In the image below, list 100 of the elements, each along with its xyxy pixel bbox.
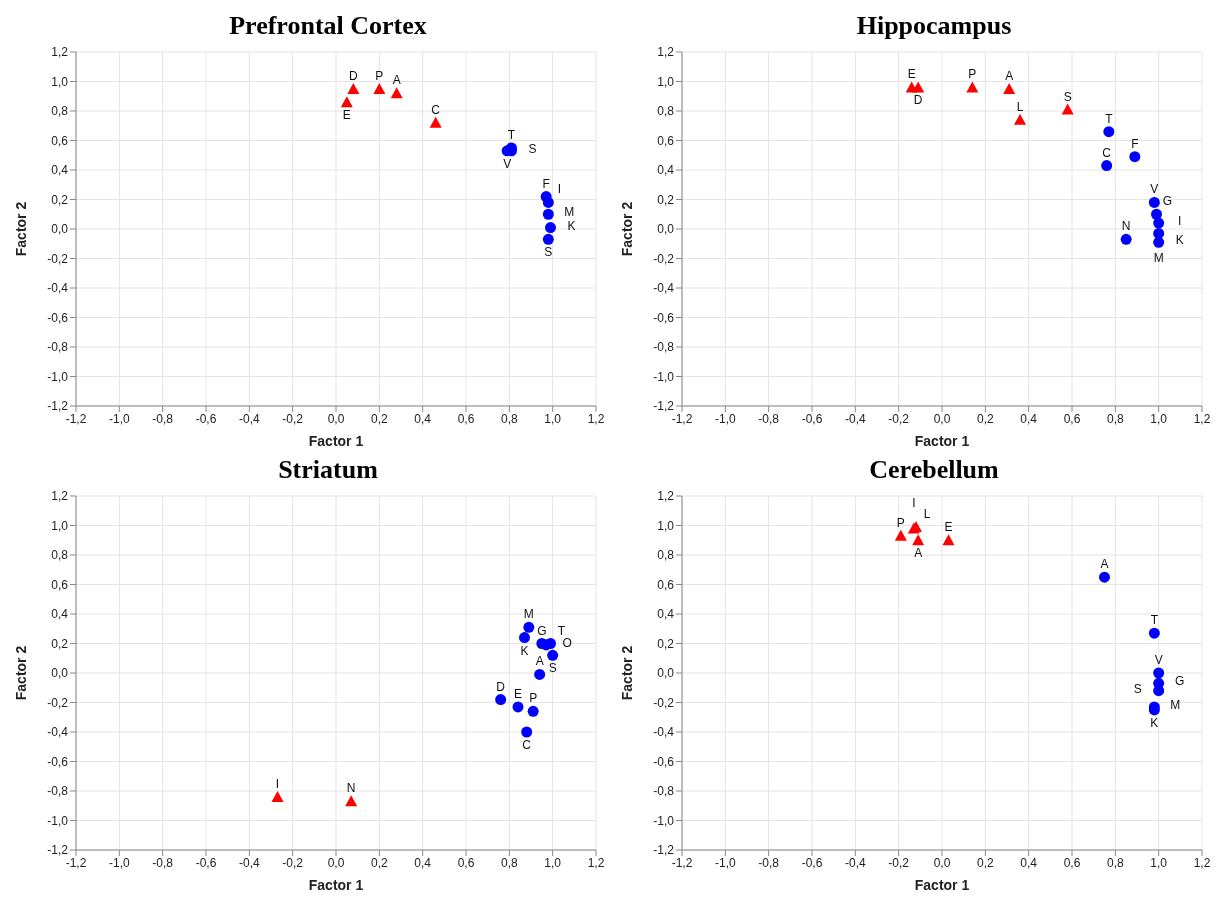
y-tick-label: 1,0 [51,74,69,89]
y-tick-label: 0,6 [657,133,675,148]
point [512,701,524,713]
data-label: E [342,108,351,123]
x-tick-label: -1,0 [714,411,736,426]
data-label: C [522,738,532,752]
x-tick-label: -0,6 [195,411,217,426]
y-tick-label: 0,0 [657,666,675,681]
y-tick-label: 0,4 [657,163,675,178]
y-tick-label: 0,0 [51,222,69,237]
y-tick-label: 1,0 [51,518,69,533]
data-label: I [1177,214,1182,229]
data-label: V [1154,653,1163,667]
data-label: P [375,68,384,83]
x-tick-label: 0,8 [500,411,518,426]
data-label: C [1102,145,1112,160]
data-label: A [1100,557,1109,572]
point [534,668,546,680]
chart-title: Striatum [277,454,379,486]
x-tick-label: -0,8 [152,855,174,870]
x-tick-label: -0,6 [801,411,823,426]
data-label: S [1133,681,1142,696]
data-label: I [912,496,916,511]
data-label: N [346,781,356,796]
x-tick-label: 0,8 [1106,855,1124,870]
x-tick-label: 1,0 [1150,855,1168,870]
point [390,87,403,99]
point [1101,160,1113,172]
data-label: K [1175,233,1184,248]
y-tick-label: 0,4 [51,607,69,622]
data-label: T [1150,613,1159,628]
y-tick-label: -1,0 [653,813,675,828]
x-tick-label: 0,4 [1020,411,1038,426]
x-tick-label: 0,0 [327,411,345,426]
data-label: M [1153,251,1164,266]
x-tick-label: 0,2 [976,855,994,870]
x-tick-label: 0,8 [1106,411,1124,426]
data-label: E [907,67,916,82]
x-tick-label: 0,8 [500,855,518,870]
y-tick-label: 1,2 [51,489,69,504]
data-label: T [557,623,566,638]
data-label: G [1162,194,1173,209]
data-label: I [275,776,280,791]
x-tick-label: 0,0 [933,411,951,426]
y-tick-label: 1,2 [657,489,675,504]
point [545,222,556,234]
y-tick-label: -0,4 [47,725,69,740]
y-tick-label: 0,4 [657,607,675,622]
y-tick-label: -0,8 [47,340,69,355]
data-label: L [1016,99,1024,114]
x-tick-label: -1,2 [65,411,87,426]
x-axis-title: Factor 1 [308,433,364,449]
data-label: S [544,245,553,260]
point [966,81,979,93]
x-tick-label: -0,2 [282,411,304,426]
point [542,233,554,245]
y-tick-label: -0,2 [653,251,675,266]
x-tick-label: 0,6 [1063,411,1081,426]
y-tick-label: -1,0 [47,813,69,828]
point [495,694,507,706]
data-label: A [1005,68,1014,83]
x-tick-label: -0,6 [195,855,217,870]
x-tick-label: -0,8 [758,411,780,426]
data-label: M [523,607,534,622]
point [527,705,539,717]
y-tick-label: 0,2 [657,192,675,207]
x-tick-label: -0,8 [758,855,780,870]
data-label: D [496,679,506,694]
point [1153,217,1165,229]
x-tick-label: 1,2 [587,855,605,870]
data-label: D [913,93,923,108]
y-tick-label: 1,2 [51,45,69,60]
point [1129,151,1141,163]
x-tick-label: 0,2 [976,411,994,426]
point [373,82,386,94]
y-axis-title: Factor 2 [12,201,29,257]
data-label: S [528,141,537,156]
y-tick-label: -0,2 [653,695,675,710]
y-tick-label: 0,2 [657,636,675,651]
y-tick-label: 0,8 [657,104,675,119]
x-axis-title: Factor 1 [308,877,364,893]
point [912,81,925,93]
x-tick-label: 0,2 [370,855,388,870]
point [1153,667,1165,679]
data-label: P [529,691,538,706]
x-tick-label: 1,0 [544,411,562,426]
y-tick-label: -0,6 [653,754,675,769]
point [1014,113,1026,125]
point [347,82,360,94]
x-tick-label: -1,0 [108,855,130,870]
y-tick-label: 0,8 [51,104,69,119]
y-tick-label: 0,2 [51,192,69,207]
data-label: A [914,546,923,561]
data-label: A [535,654,544,669]
point [340,96,353,108]
x-tick-label: -0,4 [238,855,260,870]
x-tick-label: 1,2 [587,411,605,426]
y-tick-label: 0,8 [657,548,675,563]
x-tick-label: -1,2 [671,411,693,426]
y-tick-label: -0,6 [653,310,675,325]
